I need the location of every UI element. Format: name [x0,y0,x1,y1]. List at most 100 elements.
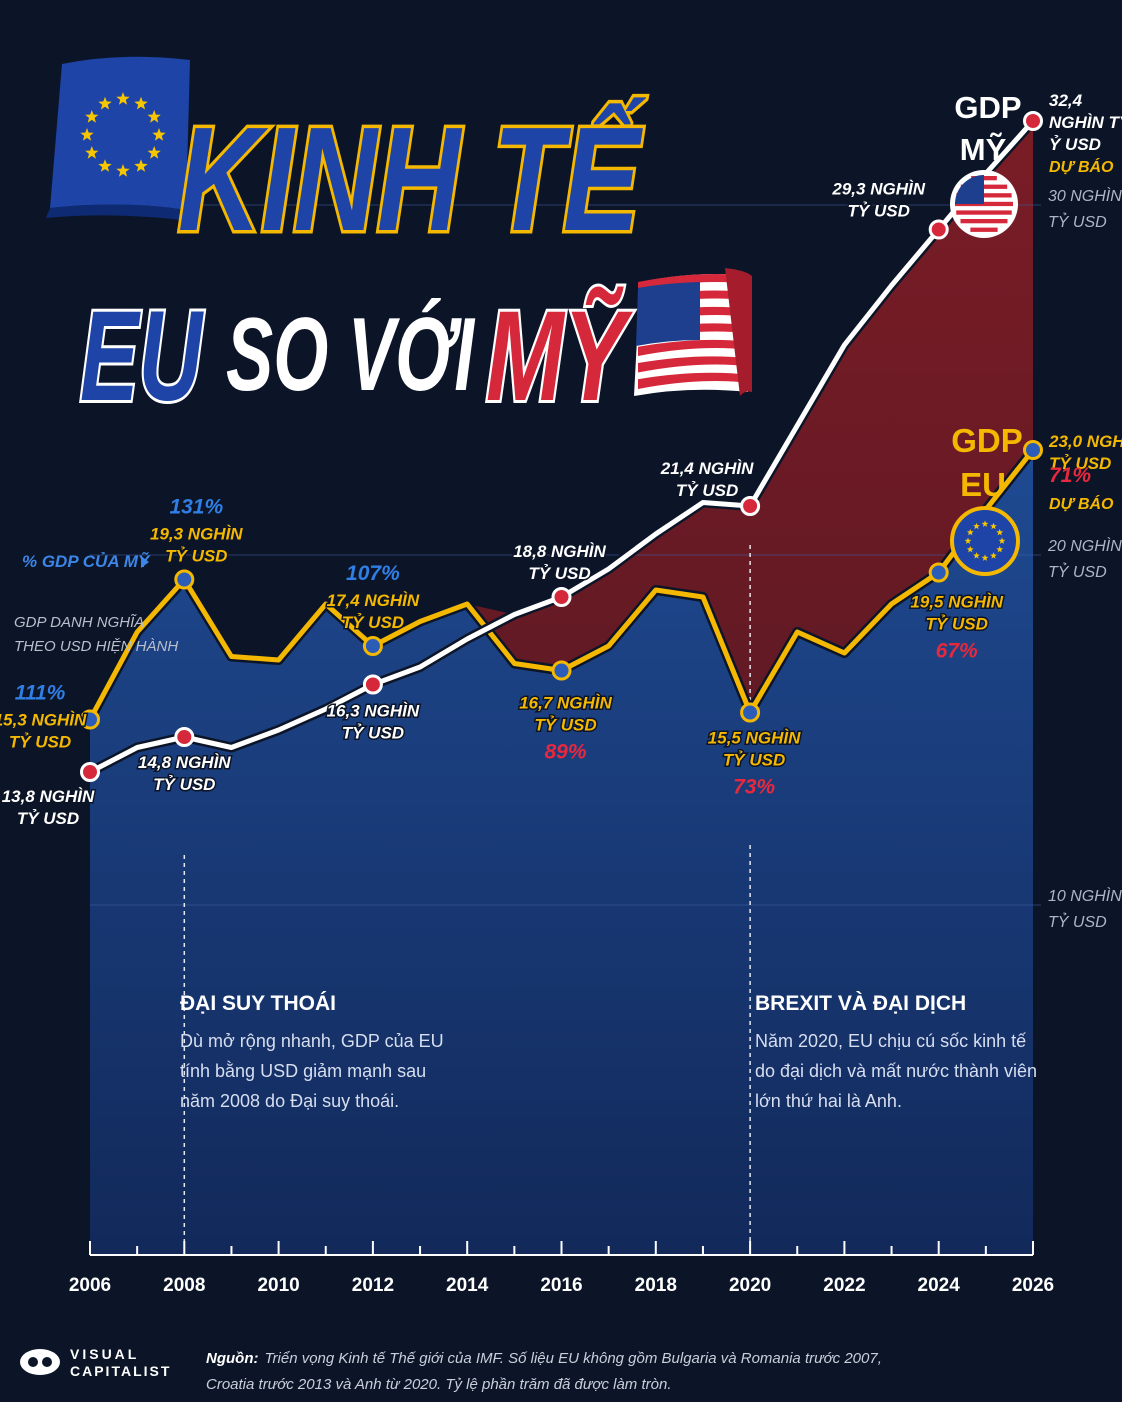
us-label-2026: 32,4 NGHÌN TỶ Ỷ USD DỰ BÁO [1048,90,1122,177]
value-line-1: 23,0 NGHÌN [1048,432,1122,451]
visual-capitalist-logo-icon [20,1349,60,1375]
star-icon [116,164,130,177]
value-line-1: 14,8 NGHÌN [138,753,231,772]
recession-line-2: tính bằng USD giảm mạnh sau [180,1060,426,1081]
value-line-1: 15,5 NGHÌN [708,729,801,748]
star-icon [981,554,989,561]
pct-label: 67% [936,640,978,663]
value-line-2: TỶ USD [723,751,785,770]
star-icon [996,545,1004,553]
us-label-2024: 29,3 NGHÌN TỶ USD [830,178,927,222]
star-icon [964,537,972,544]
us-label-2016: 18,8 NGHÌN TỶ USD [512,541,608,585]
x-tick-label: 2024 [918,1275,961,1296]
star-icon [134,159,148,172]
star-icon [147,110,161,123]
star-icon [990,522,997,530]
source-line-2: Croatia trước 2013 và Anh từ 2020. Tỷ lệ… [206,1376,671,1393]
eu-badge-icon [950,506,1020,576]
x-tick-label: 2022 [823,1275,865,1296]
us-label-2006: 13,8 NGHÌN TỶ USD [0,786,96,830]
eu-series-name-2: EU [960,466,1006,503]
source-line-1: Nguồn: Triển vọng Kinh tế Thế giới của IM… [206,1350,882,1367]
value-line-2: TỶ USD [926,615,988,634]
recession-line-1: Dù mở rộng nhanh, GDP của EU [180,1031,444,1051]
value-line-2: TỶ USD [676,481,738,500]
brand-line-1: VISUAL [70,1346,139,1362]
value-line-2: TỶ USD [534,716,596,735]
us-badge-icon [950,170,1018,238]
star-icon [973,552,980,559]
us-flag-icon [634,268,752,396]
brand-line-2: CAPITALIST [70,1363,171,1379]
value-line-1: 19,5 NGHÌN [910,593,1003,612]
flag-stripe [638,274,750,290]
x-tick-label: 2020 [729,1275,771,1296]
value-line-2: TỶ USD [9,733,71,752]
eu-label-2006: 15,3 NGHÌN TỶ USD 111% [0,682,89,754]
brexit-line-2: do đại dịch và mất nước thành viên [755,1061,1037,1081]
us-point-2006 [80,762,100,782]
value-line-2: TỶ USD [153,775,215,794]
eu-point-2006 [80,709,100,730]
us-series-name-1: GDP [954,90,1021,125]
pct-label: 71% [1049,464,1091,487]
star-icon [98,96,112,110]
star-icon [80,128,94,141]
us-label-2008: 14,8 NGHÌN TỶ USD [137,752,233,796]
recession-line-3: năm 2008 do Đại suy thoái. [180,1091,399,1111]
y-tick-label: TỶ USD [1048,912,1107,931]
badge-face [950,506,1020,576]
value-line-1: 17,4 NGHÌN [327,591,420,610]
flag-stripe [638,372,750,389]
eu-label-2012: 17,4 NGHÌN TỶ USD 107% [325,562,421,634]
pct-label: 111% [15,682,66,705]
flag-stripe [638,339,750,356]
source-text-1: Triển vọng Kinh tế Thế giới của IMF. Số … [264,1350,881,1367]
badge-stripe [960,219,1008,224]
star-icon [152,128,166,141]
value-line-1: 13,8 NGHÌN [2,787,95,806]
brexit-annotation: BREXIT VÀ ĐẠI DỊCH Năm 2020, EU chịu cú … [755,992,1037,1111]
us-label-2020: 21,4 NGHÌN TỶ USD [658,458,755,502]
star-icon [85,110,99,123]
star-icon [966,545,974,553]
value-line-3: Ỷ USD [1049,135,1101,154]
y-tick-label: 10 NGHÌN [1048,886,1122,905]
value-line-2: TỶ USD [848,202,910,221]
value-line-1: 18,8 NGHÌN [513,542,606,561]
eu-point-2016 [551,660,572,681]
nominal-label-2: THEO USD HIỆN HÀNH [14,638,178,655]
value-line-1: 16,7 NGHÌN [519,694,612,713]
star-icon [134,96,148,110]
nominal-label-1: GDP DANH NGHĨA [14,614,144,631]
us-point-2008 [174,727,195,747]
star-icon [116,92,130,105]
x-tick-label: 2014 [446,1275,489,1296]
pct-label: 89% [544,741,586,764]
value-line-2: TỶ USD [342,613,404,632]
forecast-label: DỰ BÁO [1049,494,1114,513]
x-tick-label: 2008 [163,1275,205,1296]
pct-label: 107% [346,562,400,585]
eu-label-2020: 15,5 NGHÌN TỶ USD 73% [706,727,802,799]
x-tick-label: 2018 [635,1275,677,1296]
pct-arrow-icon [141,556,149,568]
x-tick-label: 2010 [257,1275,299,1296]
value-line-2: TỶ USD [165,547,227,566]
x-tick-label: 2012 [352,1275,394,1296]
pct-of-us-label: % GDP CỦA MỸ [22,551,151,571]
y-tick-label: 30 NGHÌN [1048,186,1122,205]
recession-annotation: ĐẠI SUY THOÁI Dù mở rộng nhanh, GDP của … [180,992,444,1111]
x-tick-label: 2026 [1012,1275,1054,1296]
value-line-1: 19,3 NGHÌN [150,525,243,544]
star-icon [85,146,99,159]
flag-fold [725,268,752,396]
blue-base-area [90,450,1033,1255]
us-label-2012: 16,3 NGHÌN TỶ USD [325,700,421,744]
badge-canton [955,175,984,204]
us-point-2026 [1023,111,1043,131]
